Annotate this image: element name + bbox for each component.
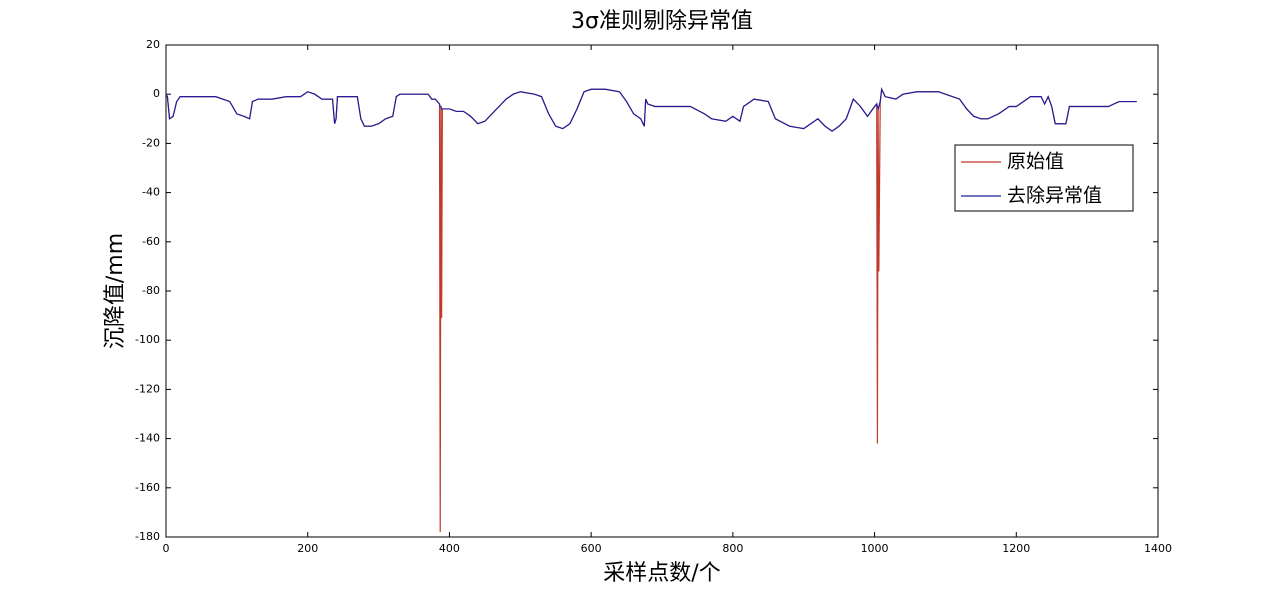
plot-area	[165, 44, 1159, 538]
series-line	[165, 87, 1137, 132]
x-axis-label: 采样点数/个	[603, 561, 720, 586]
y-tick-label: -180	[135, 530, 160, 543]
y-tick-label: -40	[142, 186, 160, 199]
y-tick-label: -140	[135, 432, 160, 445]
y-tick-label: -160	[135, 481, 160, 494]
legend-label: 原始值	[1007, 151, 1064, 173]
x-tick-label: 1400	[1144, 542, 1172, 555]
x-tick-label: 800	[722, 542, 743, 555]
x-tick-label: 0	[163, 542, 170, 555]
y-tick-label: -100	[135, 333, 160, 346]
x-tick-label: 600	[581, 542, 602, 555]
y-axis-label: 沉降值/mm	[103, 233, 128, 349]
x-tick-label: 200	[297, 542, 318, 555]
chart-title: 3σ准则剔除异常值	[571, 9, 753, 34]
legend-label: 去除异常值	[1007, 185, 1102, 207]
y-tick-label: 0	[153, 87, 160, 100]
y-tick-label: 20	[146, 38, 160, 51]
x-tick-label: 400	[439, 542, 460, 555]
y-tick-label: -60	[142, 235, 160, 248]
x-tick-label: 1200	[1002, 542, 1030, 555]
x-tick-label: 1000	[861, 542, 889, 555]
y-tick-label: -80	[142, 284, 160, 297]
legend-box	[954, 144, 1134, 212]
y-tick-label: -120	[135, 382, 160, 395]
y-tick-label: -20	[142, 136, 160, 149]
